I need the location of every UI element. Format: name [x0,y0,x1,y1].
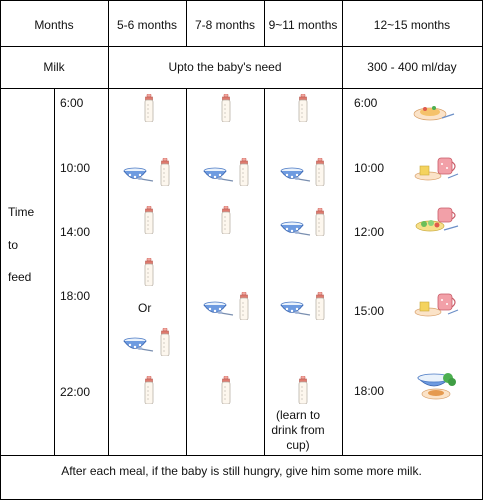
time-10-00: 10:00 [60,161,91,175]
cup-note-line3: cup) [286,438,310,452]
bottle-icon [221,94,231,122]
bottle-icon [160,158,170,186]
header-5-6-months: 5-6 months [116,18,178,32]
bowl-icon [203,167,234,182]
header-7-8-months: 7-8 months [194,18,256,32]
time-6-00: 6:00 [60,96,84,110]
col-separator [342,0,343,455]
bottle-icon [239,292,249,320]
time-to-feed-line1: Time [8,205,35,219]
snack-cup-icon [414,293,459,317]
bottle-icon [144,376,154,404]
bowl-icon [123,167,154,182]
snack-cup-icon [414,157,459,181]
cup-note-line2: drink from [271,423,325,437]
bottle-icon [239,158,249,186]
bowl-icon [280,221,311,236]
bottle-icon [144,206,154,234]
salad-cup-icon [415,207,459,232]
footer-note: After each meal, if the baby is still hu… [61,464,422,478]
col-separator [186,0,187,46]
bottle-icon [315,292,325,320]
bowl-icon [280,301,311,316]
milk-upto-need: Upto the baby's need [168,60,282,74]
cup-note-line1: (learn to [275,408,321,422]
col-separator [54,88,55,455]
time-22-00: 22:00 [60,385,91,399]
bottle-icon [315,208,325,236]
dinner-icon [417,372,457,400]
table-border-top [0,0,483,1]
bottle-icon [221,206,231,234]
toddler-time-15-00: 15:00 [354,304,385,318]
row-separator [0,88,483,89]
col-separator [108,0,109,455]
header-months: Months [34,18,74,32]
bowl-icon [123,337,154,352]
bottle-icon [298,376,308,404]
toddler-time-18-00: 18:00 [354,384,385,398]
toddler-time-6-00: 6:00 [354,96,378,110]
table-border-left [0,0,1,500]
col-separator [264,0,265,46]
bottle-icon [160,328,170,356]
col-separator [186,88,187,455]
row-separator [0,46,483,47]
col-separator [264,88,265,455]
toddler-time-10-00: 10:00 [354,161,385,175]
or-text: Or [138,301,152,315]
time-18-00: 18:00 [60,289,91,303]
bottle-icon [315,158,325,186]
time-14-00: 14:00 [60,225,91,239]
time-to-feed-line2: to [8,238,19,252]
time-to-feed-line3: feed [8,270,32,284]
milk-label: Milk [43,60,65,74]
header-9-11-months: 9~11 months [268,18,338,32]
milk-amount: 300 - 400 ml/day [367,60,457,74]
bowl-icon [203,301,234,316]
bottle-icon [144,94,154,122]
bottle-icon [298,94,308,122]
header-12-15-months: 12~15 months [373,18,451,32]
meal-plate-icon [413,105,455,121]
bowl-icon [280,167,311,182]
bottle-icon [221,376,231,404]
bottle-icon [144,258,154,286]
row-separator [0,455,483,456]
toddler-time-12-00: 12:00 [354,225,385,239]
